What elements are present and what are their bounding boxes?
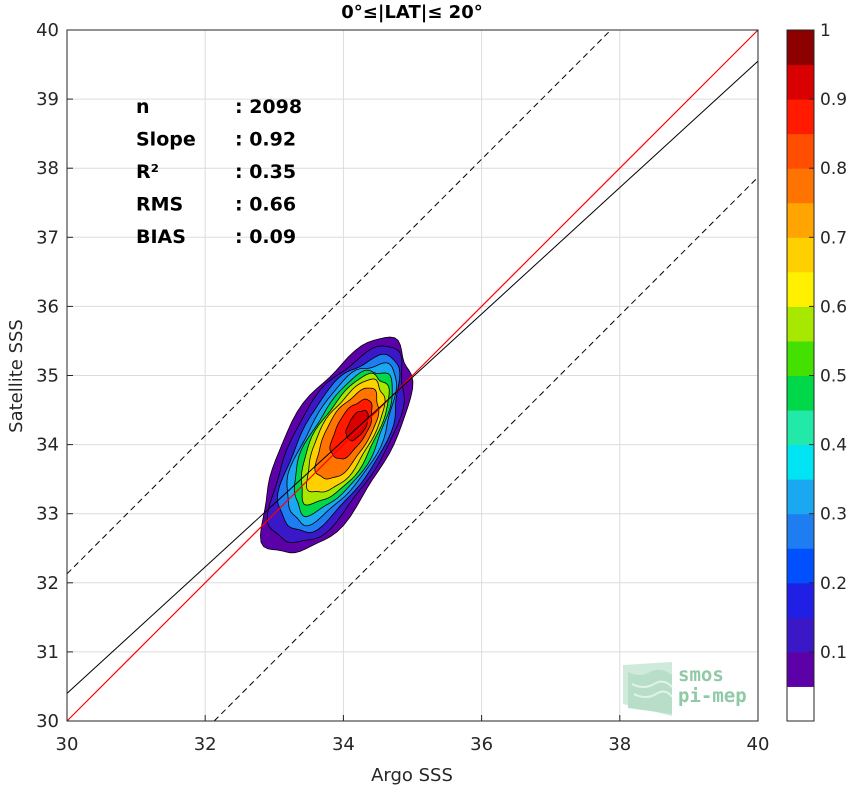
colorbar-band bbox=[787, 168, 814, 204]
y-tick-label: 36 bbox=[36, 296, 59, 317]
reference-lines bbox=[66, 29, 759, 722]
x-tick-label: 34 bbox=[332, 734, 355, 755]
colorbar-band bbox=[787, 271, 814, 307]
upper-bound-line bbox=[66, 29, 612, 575]
logo-line-1: smos bbox=[678, 664, 724, 686]
x-tick-label: 40 bbox=[747, 734, 770, 755]
y-tick-label: 39 bbox=[36, 89, 59, 110]
x-tick-label: 38 bbox=[608, 734, 631, 755]
colorbar-band bbox=[787, 513, 814, 549]
colorbar-band bbox=[787, 617, 814, 653]
density-contours bbox=[259, 336, 414, 554]
y-ticks: 30 31 32 33 34 35 36 37 38 39 40 bbox=[36, 20, 73, 732]
logo-line-2: pi-mep bbox=[678, 685, 747, 707]
colorbar-band bbox=[787, 548, 814, 584]
stats-box: n : 2098 Slope : 0.92 R² : 0.35 RMS : 0.66 BIAS:… bbox=[136, 96, 302, 248]
colorbar-band bbox=[787, 30, 814, 66]
colorbar-tick-label: 0.6 bbox=[820, 297, 847, 317]
y-tick-label: 30 bbox=[36, 711, 59, 732]
one-to-one-line bbox=[66, 29, 759, 722]
y-tick-label: 32 bbox=[36, 573, 59, 594]
y-tick-label: 40 bbox=[36, 20, 59, 41]
colorbar-band bbox=[787, 306, 814, 342]
stat-value: : 0.09 bbox=[235, 226, 296, 248]
colorbar-band bbox=[787, 444, 814, 480]
regression-line bbox=[66, 60, 759, 694]
colorbar-tick-label: 0.7 bbox=[820, 228, 847, 248]
stat-value: : 2098 bbox=[235, 96, 302, 118]
x-tick-label: 30 bbox=[56, 734, 79, 755]
colorbar-band bbox=[787, 375, 814, 411]
colorbar-band bbox=[787, 202, 814, 238]
stat-label: RMS bbox=[136, 194, 183, 216]
x-ticks: 30 32 34 36 38 40 bbox=[56, 715, 770, 755]
colorbar-tick-label: 0.5 bbox=[820, 367, 847, 387]
colorbar-tick-label: 0.4 bbox=[820, 436, 847, 456]
smos-pi-mep-logo: smos pi-mep bbox=[623, 662, 747, 716]
y-tick-label: 37 bbox=[36, 227, 59, 248]
stat-label: R² bbox=[136, 161, 159, 183]
colorbar-band bbox=[787, 133, 814, 169]
stat-label: BIAS bbox=[136, 226, 186, 248]
colorbar-band bbox=[787, 410, 814, 446]
colorbar-tick-label: 0.3 bbox=[820, 505, 847, 525]
stat-value: : 0.92 bbox=[235, 129, 296, 151]
colorbar-band bbox=[787, 99, 814, 135]
lower-bound-line bbox=[213, 176, 759, 722]
colorbar-band bbox=[787, 479, 814, 515]
stat-label: Slope bbox=[136, 129, 196, 151]
stat-value: : 0.66 bbox=[235, 194, 296, 216]
stat-value: : 0.35 bbox=[235, 161, 296, 183]
grid bbox=[67, 30, 758, 721]
colorbar-band bbox=[787, 237, 814, 273]
colorbar-band bbox=[787, 686, 814, 722]
colorbar-tick-label: 0.1 bbox=[820, 643, 847, 663]
colorbar-band bbox=[787, 64, 814, 100]
y-tick-label: 31 bbox=[36, 642, 59, 663]
stat-label: n bbox=[136, 96, 150, 118]
x-tick-label: 32 bbox=[194, 734, 217, 755]
chart-title: 0°≤|LAT|≤ 20° bbox=[341, 2, 482, 23]
colorbar-tick-label: 0.9 bbox=[820, 90, 847, 110]
x-tick-label: 36 bbox=[470, 734, 493, 755]
colorbar-band bbox=[787, 582, 814, 618]
y-tick-label: 38 bbox=[36, 158, 59, 179]
colorbar-band bbox=[787, 651, 814, 687]
y-tick-label: 34 bbox=[36, 435, 59, 456]
colorbar-tick-label: 1 bbox=[820, 21, 831, 41]
logo-wave-icon bbox=[623, 662, 673, 716]
y-tick-label: 35 bbox=[36, 366, 59, 387]
colorbar-tick-label: 0.2 bbox=[820, 574, 847, 594]
colorbar-tick-label: 0.8 bbox=[820, 159, 847, 179]
colorbar: 0.1 0.2 0.3 0.4 0.5 0.6 0.7 0.8 0.9 1 bbox=[786, 21, 847, 722]
colorbar-band bbox=[787, 340, 814, 376]
y-axis-label: Satellite SSS bbox=[6, 319, 27, 433]
x-axis-label: Argo SSS bbox=[371, 765, 453, 786]
y-tick-label: 33 bbox=[36, 504, 59, 525]
